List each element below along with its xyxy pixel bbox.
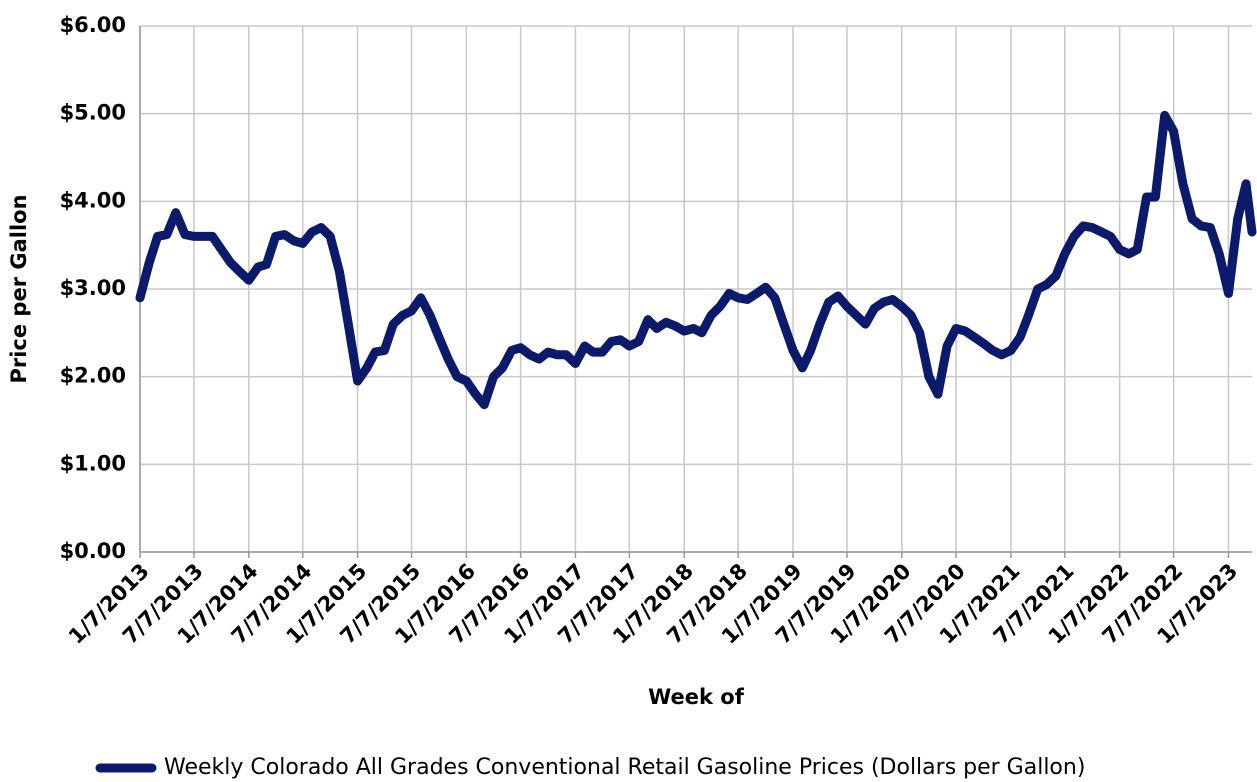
line-series [135,110,1257,410]
y-tick-label: $6.00 [60,13,126,37]
y-tick-label: $3.00 [60,276,126,300]
y-tick-label: $2.00 [60,364,126,388]
y-axis-label: Price per Gallon [7,194,31,383]
legend-label: Weekly Colorado All Grades Conventional … [164,755,1085,780]
y-tick-label: $0.00 [60,539,126,563]
y-tick-label: $1.00 [60,451,126,475]
x-axis-label: Week of [648,685,745,709]
y-tick-label: $4.00 [60,188,126,212]
y-tick-label: $5.00 [60,101,126,125]
